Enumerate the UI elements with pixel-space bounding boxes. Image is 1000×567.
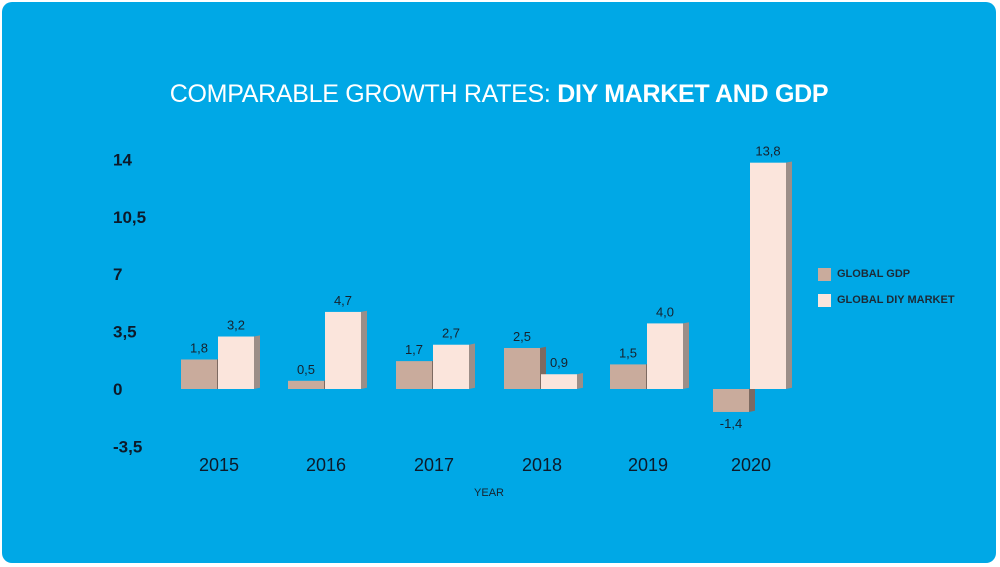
data-label: 1,7 bbox=[405, 342, 423, 357]
bar-side bbox=[577, 373, 583, 389]
data-label: 4,0 bbox=[656, 304, 674, 319]
bar-side bbox=[749, 387, 755, 412]
data-label: 1,8 bbox=[190, 340, 208, 355]
bar-side bbox=[361, 310, 367, 389]
chart-title-light: COMPARABLE GROWTH RATES: bbox=[169, 80, 558, 108]
bar bbox=[504, 348, 540, 389]
bar bbox=[541, 374, 577, 389]
bar bbox=[713, 389, 749, 412]
bar bbox=[181, 359, 217, 389]
data-label: 1,5 bbox=[619, 345, 637, 360]
bar bbox=[396, 361, 432, 389]
bar bbox=[750, 162, 786, 389]
bar-side bbox=[469, 343, 475, 389]
x-tick-label: 2018 bbox=[522, 455, 562, 475]
x-tick-label: 2017 bbox=[414, 455, 454, 475]
bar-side bbox=[786, 161, 792, 389]
data-label: 0,5 bbox=[297, 362, 315, 377]
data-label: 13,8 bbox=[755, 144, 780, 159]
data-label: 4,7 bbox=[334, 293, 352, 308]
legend-label-gdp: GLOBAL GDP bbox=[837, 268, 911, 280]
y-tick-label: 0 bbox=[113, 380, 122, 399]
x-tick-label: 2020 bbox=[731, 455, 771, 475]
data-label: -1,4 bbox=[720, 416, 742, 431]
chart-title-bold: DIY MARKET AND GDP bbox=[557, 80, 829, 108]
x-tick-label: 2019 bbox=[628, 455, 668, 475]
data-label: 3,2 bbox=[227, 318, 245, 333]
bar-side bbox=[683, 322, 689, 389]
data-label: 0,9 bbox=[550, 355, 568, 370]
legend-swatch-diy bbox=[818, 293, 831, 307]
data-label: 2,7 bbox=[442, 326, 460, 341]
x-tick-label: 2015 bbox=[199, 455, 239, 475]
x-axis-title: YEAR bbox=[474, 487, 504, 499]
y-tick-label: 14 bbox=[113, 150, 132, 169]
bar-side bbox=[254, 335, 260, 389]
y-tick-label: -3,5 bbox=[113, 437, 142, 456]
data-label: 2,5 bbox=[513, 329, 531, 344]
bar bbox=[218, 336, 254, 389]
bar bbox=[647, 323, 683, 389]
bar bbox=[325, 311, 361, 389]
bar bbox=[433, 344, 469, 389]
chart-title: COMPARABLE GROWTH RATES: DIY MARKET AND … bbox=[2, 80, 996, 109]
legend-label-diy: GLOBAL DIY MARKET bbox=[837, 294, 955, 306]
legend-item-gdp: GLOBAL GDP bbox=[818, 262, 955, 286]
bar bbox=[610, 364, 646, 389]
bar bbox=[288, 380, 324, 389]
legend-swatch-gdp bbox=[818, 267, 831, 281]
y-tick-label: 3,5 bbox=[113, 323, 137, 342]
x-tick-label: 2016 bbox=[306, 455, 346, 475]
chart-legend: GLOBAL GDP GLOBAL DIY MARKET bbox=[818, 262, 955, 314]
y-tick-label: 10,5 bbox=[113, 208, 146, 227]
legend-item-diy: GLOBAL DIY MARKET bbox=[818, 288, 955, 312]
y-tick-label: 7 bbox=[113, 265, 122, 284]
